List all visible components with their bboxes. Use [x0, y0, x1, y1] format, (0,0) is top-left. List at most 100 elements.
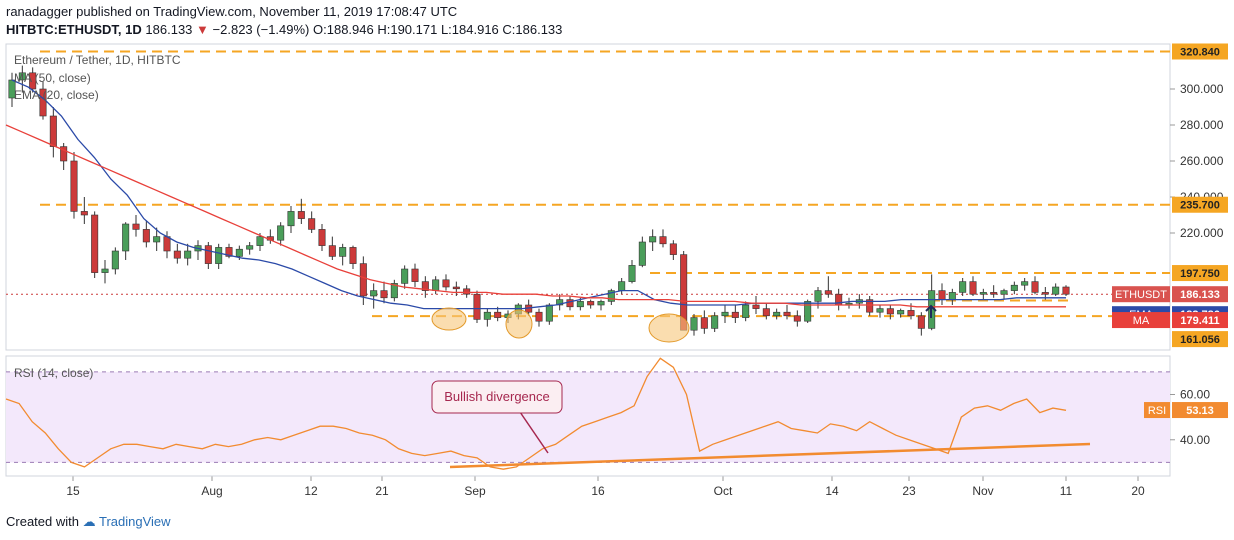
candle-body — [959, 281, 967, 293]
candle-body — [184, 250, 192, 259]
candle-body — [1041, 292, 1049, 295]
series-name-text: ETHUSDT — [1115, 289, 1167, 301]
rsi-value-tag — [1172, 402, 1228, 419]
x-tick-label: 15 — [66, 484, 80, 498]
series-value-text: 179.411 — [1180, 315, 1219, 327]
candle-body — [917, 315, 925, 329]
candle-body — [39, 88, 47, 117]
candle-body — [638, 241, 646, 266]
level-tag — [1172, 43, 1228, 60]
candle-body — [359, 263, 367, 297]
candle-body — [1010, 284, 1018, 291]
candle-body — [1052, 286, 1060, 295]
candle-body — [690, 317, 698, 331]
divergence-trendline — [449, 442, 1091, 469]
candle-body — [153, 236, 161, 243]
candle-body — [969, 281, 977, 295]
candle-body — [535, 311, 543, 322]
candle-body — [576, 301, 584, 308]
candle-body — [556, 299, 564, 306]
candle-body — [742, 304, 750, 318]
series-value-text: 186.133 — [1180, 289, 1220, 301]
candle-body — [948, 292, 956, 300]
price-change: −2.823 (−1.49%) — [212, 22, 310, 37]
candle-body — [607, 290, 615, 302]
series-value-tag — [1172, 286, 1228, 303]
rsi-y-tick-label: 40.00 — [1180, 433, 1210, 447]
symbol-info: HITBTC:ETHUSDT, 1D 186.133 ▼ −2.823 (−1.… — [6, 22, 562, 37]
candle-body — [225, 247, 233, 257]
candle-body — [235, 248, 243, 257]
rsi-value-text: 53.13 — [1186, 405, 1214, 417]
candle-body — [318, 229, 326, 246]
candle-body — [566, 299, 574, 308]
candle-body — [618, 281, 626, 291]
candle-body — [70, 160, 78, 212]
candle-body — [111, 250, 119, 270]
candle-body — [824, 290, 832, 295]
candle-body — [814, 290, 822, 302]
x-tick-label: 16 — [591, 484, 605, 498]
level-tag-text: 161.056 — [1180, 334, 1220, 346]
footer-created: Created with — [6, 514, 79, 529]
candle-body — [80, 211, 88, 216]
candle-body — [587, 301, 595, 306]
publish-info: ranadagger published on TradingView.com,… — [6, 4, 458, 19]
candle-body — [773, 311, 781, 317]
candle-body — [711, 315, 719, 329]
candle-body — [421, 281, 429, 291]
annotation-text: Bullish divergence — [444, 389, 550, 404]
candle-body — [804, 301, 812, 322]
candle-body — [762, 308, 770, 317]
y-tick-label: 260.000 — [1180, 154, 1224, 168]
candle-body — [60, 146, 68, 162]
annotation-pointer — [519, 411, 549, 454]
candle-body — [287, 211, 295, 227]
level-tag-text: 235.700 — [1180, 200, 1220, 212]
y-tick-label: 280.000 — [1180, 118, 1224, 132]
candle-body — [401, 268, 409, 284]
candle-body — [897, 310, 905, 315]
candle-body — [204, 245, 212, 264]
annotation-box[interactable] — [431, 380, 563, 414]
footer-brand[interactable]: TradingView — [99, 514, 171, 529]
low-highlight-3 — [648, 313, 690, 343]
candle-body — [990, 292, 998, 295]
candle-body — [731, 311, 739, 318]
candle-body — [494, 311, 502, 318]
x-tick-label: Nov — [972, 484, 993, 498]
rsi-name-text: RSI — [1148, 405, 1166, 417]
candle-body — [308, 218, 316, 230]
candle-body — [29, 72, 37, 90]
series-name-tag — [1112, 286, 1170, 303]
level-tag-text: 320.840 — [1180, 46, 1220, 58]
x-tick-label: 11 — [1060, 484, 1073, 498]
candle-body — [142, 229, 150, 243]
candle-body — [349, 247, 357, 264]
candle-body — [163, 236, 171, 252]
candle-body — [173, 250, 181, 259]
rsi-y-tick-label: 60.00 — [1180, 387, 1210, 401]
legend-ma: MA (50, close) — [14, 71, 91, 85]
candle-body — [411, 268, 419, 282]
x-tick-label: Aug — [201, 484, 222, 498]
candle-body — [783, 311, 791, 317]
candle-body — [752, 304, 760, 309]
candle-body — [597, 301, 605, 306]
candle-body — [907, 310, 915, 317]
candle-body — [370, 290, 378, 297]
legend-ema: EMA (20, close) — [14, 88, 99, 102]
candle-body — [215, 247, 223, 264]
level-tag — [1172, 331, 1228, 348]
candle-body — [132, 223, 140, 230]
candle-body — [721, 311, 729, 317]
candle-body — [122, 223, 130, 252]
candle-body — [18, 72, 26, 81]
tradingview-logo-icon: ☁ — [82, 514, 96, 529]
level-tag — [1172, 265, 1228, 282]
candle-body — [700, 317, 708, 329]
last-price: 186.133 — [145, 22, 193, 37]
rsi-name-tag — [1144, 402, 1170, 419]
candle-body — [649, 236, 657, 243]
